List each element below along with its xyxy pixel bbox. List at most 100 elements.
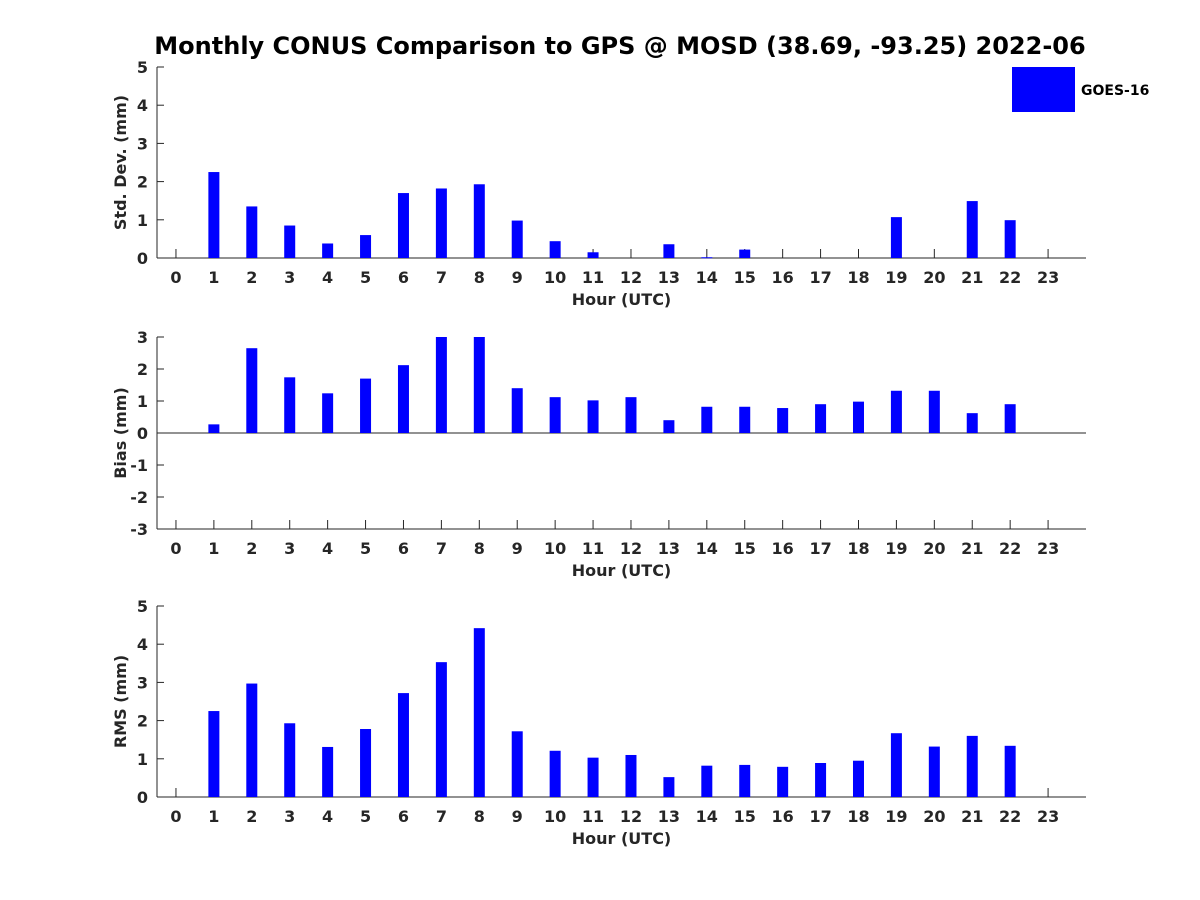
std-dev-x-tick-label: 10: [544, 268, 566, 287]
std-dev-y-axis-label: Std. Dev. (mm): [111, 95, 130, 230]
bias-x-tick-label: 5: [360, 539, 371, 558]
bias-x-tick-label: 1: [208, 539, 219, 558]
bias-x-tick-label: 16: [772, 539, 794, 558]
bias-bar-hour-3: [284, 377, 296, 433]
bias-y-tick-label: -3: [130, 520, 148, 539]
rms-bar-hour-14: [701, 765, 713, 797]
std-dev-bar-hour-3: [284, 225, 296, 258]
std-dev-x-tick-label: 11: [582, 268, 604, 287]
rms-bar-hour-11: [587, 757, 599, 797]
rms-bar-hour-17: [815, 763, 827, 797]
bias-bar-hour-2: [246, 348, 258, 433]
rms-bar-hour-12: [625, 754, 637, 797]
rms-bar-hour-9: [511, 731, 523, 797]
rms-x-tick-label: 12: [620, 807, 642, 826]
rms-y-tick-label: 4: [137, 635, 148, 654]
bias-x-axis-label: Hour (UTC): [572, 561, 672, 580]
rms-x-tick-label: 6: [398, 807, 409, 826]
rms-bar-hour-6: [397, 693, 409, 797]
rms-bar-hour-8: [473, 628, 485, 797]
rms-x-tick-label: 2: [246, 807, 257, 826]
rms-x-tick-label: 16: [772, 807, 794, 826]
std-dev-x-tick-label: 15: [734, 268, 756, 287]
rms-y-axis-label: RMS (mm): [111, 655, 130, 748]
rms-x-tick-label: 20: [923, 807, 945, 826]
bias-bar-hour-16: [777, 408, 789, 433]
std-dev-x-tick-label: 18: [847, 268, 869, 287]
bias-bar-hour-10: [549, 397, 561, 433]
bias-bar-hour-6: [397, 365, 409, 433]
bias-bar-hour-8: [473, 337, 485, 433]
rms-x-tick-label: 15: [734, 807, 756, 826]
std-dev-bar-hour-9: [511, 220, 523, 258]
bias-y-tick-label: -2: [130, 488, 148, 507]
bias-bar-hour-18: [852, 401, 864, 433]
std-dev-x-tick-label: 12: [620, 268, 642, 287]
rms-bar-hour-5: [360, 729, 372, 797]
rms-x-tick-label: 8: [474, 807, 485, 826]
std-dev-x-tick-label: 7: [436, 268, 447, 287]
rms-y-tick-label: 5: [137, 597, 148, 616]
std-dev-bar-hour-2: [246, 206, 258, 258]
rms-x-tick-label: 7: [436, 807, 447, 826]
rms-x-tick-label: 5: [360, 807, 371, 826]
bias-x-tick-label: 11: [582, 539, 604, 558]
std-dev-bar-hour-6: [397, 193, 409, 258]
std-dev-bar-hour-11: [587, 252, 599, 258]
bias-x-tick-label: 0: [170, 539, 181, 558]
std-dev-y-tick-label: 4: [137, 96, 148, 115]
std-dev-y-tick-label: 5: [137, 58, 148, 77]
rms-y-tick-label: 3: [137, 673, 148, 692]
std-dev-x-tick-label: 9: [512, 268, 523, 287]
legend-label-goes-16: GOES-16: [1081, 83, 1149, 99]
bias-x-tick-label: 19: [885, 539, 907, 558]
rms-x-tick-label: 3: [284, 807, 295, 826]
bias-x-tick-label: 17: [809, 539, 831, 558]
rms-x-tick-label: 13: [658, 807, 680, 826]
bias-bar-hour-19: [890, 390, 902, 433]
rms-bar-hour-7: [435, 662, 447, 797]
std-dev-bar-hour-13: [663, 244, 675, 258]
rms-bar-hour-10: [549, 750, 561, 797]
std-dev-y-tick-label: 0: [137, 249, 148, 268]
bias-bar-hour-13: [663, 420, 675, 433]
std-dev-x-tick-label: 5: [360, 268, 371, 287]
bias-bar-hour-11: [587, 400, 599, 433]
bias-x-tick-label: 2: [246, 539, 257, 558]
rms-bar-hour-1: [208, 711, 220, 797]
std-dev-x-tick-label: 23: [1037, 268, 1059, 287]
bias-bar-hour-1: [208, 424, 220, 433]
bias-y-tick-label: 3: [137, 328, 148, 347]
rms-x-tick-label: 1: [208, 807, 219, 826]
bias-bar-hour-9: [511, 388, 523, 433]
chart-title: Monthly CONUS Comparison to GPS @ MOSD (…: [154, 32, 1085, 60]
bias-x-tick-label: 6: [398, 539, 409, 558]
bias-bar-hour-22: [1004, 404, 1016, 433]
std-dev-x-tick-label: 17: [809, 268, 831, 287]
bias-y-tick-label: -1: [130, 456, 148, 475]
bias-y-axis-label: Bias (mm): [111, 387, 130, 479]
std-dev-x-tick-label: 8: [474, 268, 485, 287]
bias-x-tick-label: 4: [322, 539, 333, 558]
legend: GOES-16: [1012, 67, 1149, 112]
rms-y-tick-label: 1: [137, 750, 148, 769]
bias-x-tick-label: 15: [734, 539, 756, 558]
legend-swatch-goes-16: [1012, 67, 1075, 112]
std-dev-x-tick-label: 1: [208, 268, 219, 287]
std-dev-x-tick-label: 14: [696, 268, 718, 287]
bias-x-tick-label: 12: [620, 539, 642, 558]
bias-bar-hour-21: [966, 413, 978, 433]
rms-x-tick-label: 19: [885, 807, 907, 826]
rms-x-tick-label: 10: [544, 807, 566, 826]
bias-x-tick-label: 7: [436, 539, 447, 558]
std-dev-bar-hour-21: [966, 201, 978, 258]
rms-x-tick-label: 9: [512, 807, 523, 826]
std-dev-x-tick-label: 20: [923, 268, 945, 287]
rms-bar-hour-22: [1004, 745, 1016, 797]
rms-y-tick-label: 0: [137, 788, 148, 807]
std-dev-bar-hour-4: [322, 243, 334, 258]
rms-x-axis-label: Hour (UTC): [572, 829, 672, 848]
